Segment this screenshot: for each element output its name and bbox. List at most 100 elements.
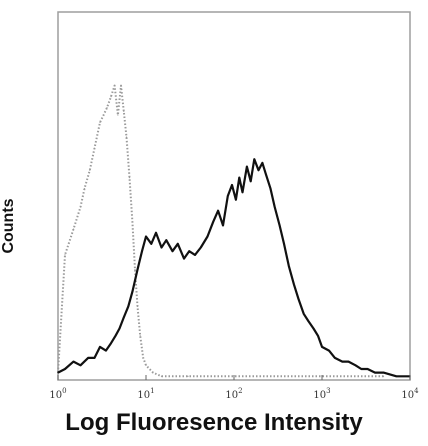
series-1-point <box>142 357 144 359</box>
series-1-point <box>117 114 119 116</box>
series-1-point <box>79 206 82 208</box>
series-2-point <box>131 291 133 293</box>
x-tick-label: 101 <box>137 387 154 401</box>
series-1-point <box>106 107 108 109</box>
series-2-point <box>307 320 309 322</box>
series-2-point <box>354 364 357 366</box>
series-1-point <box>103 114 105 116</box>
series-2-point <box>212 221 214 223</box>
series-2-point <box>123 316 125 318</box>
series-1-point <box>110 96 112 98</box>
series-2-point <box>171 250 174 252</box>
series-2-point <box>265 173 267 175</box>
series-2-point <box>217 210 219 212</box>
series-2-point <box>283 243 285 245</box>
series-2-point <box>194 254 196 256</box>
series-2-point <box>177 243 179 245</box>
series-2-point <box>328 350 330 352</box>
series-2-point <box>297 298 300 300</box>
series-1-point <box>171 375 174 377</box>
series-2-point <box>261 162 263 164</box>
series-2-point <box>165 239 167 241</box>
series-2-point <box>241 191 244 193</box>
series-1-point <box>136 305 139 307</box>
series-1-point <box>134 269 136 271</box>
series-2-point <box>93 357 96 359</box>
series-1-point <box>131 221 133 223</box>
series-1-point <box>139 335 141 337</box>
series-2-point <box>150 243 152 245</box>
series-2-point <box>303 313 305 315</box>
series-2-point <box>246 166 248 168</box>
series-2-point <box>360 368 362 370</box>
series-1-point <box>259 375 262 377</box>
series-2-point <box>227 195 229 197</box>
series-1-point <box>187 375 189 377</box>
series-2-point <box>312 327 315 330</box>
series-2-point <box>145 235 147 238</box>
series-2-point <box>231 184 233 186</box>
series-2-point <box>136 269 139 271</box>
series-2-point <box>238 177 240 179</box>
series-2-point <box>188 250 190 252</box>
series-1-point <box>89 169 91 171</box>
series-1-point <box>114 85 116 87</box>
series-2-point <box>118 327 121 330</box>
x-tick-label: 104 <box>401 387 419 401</box>
series-1-point <box>125 136 128 138</box>
series-2-point <box>114 335 117 337</box>
series-2-point <box>105 350 107 352</box>
series-1-point <box>72 228 75 230</box>
series-2-point <box>382 372 385 374</box>
series-2-point <box>395 375 397 377</box>
series-2-point <box>160 246 163 249</box>
x-axis-ticks: 100 101 102 103 104 <box>49 375 419 401</box>
series-2-point <box>183 258 185 260</box>
series-1-point <box>64 254 66 256</box>
series-2-point <box>269 188 272 190</box>
series-2-point <box>57 372 59 374</box>
series-2-point <box>374 372 376 374</box>
series-2-point <box>110 342 112 344</box>
series-2-point <box>64 368 66 370</box>
series-2-point <box>367 368 369 370</box>
series-2-point <box>253 158 255 160</box>
y-axis-label: Counts <box>0 198 17 254</box>
series-2-point <box>257 169 260 171</box>
series-2-point <box>200 246 202 249</box>
series-2-point <box>206 235 209 238</box>
series-layer <box>57 84 411 378</box>
series-2-point <box>235 199 237 201</box>
series-2-point <box>341 361 343 363</box>
series-2-point <box>222 224 224 226</box>
series-2-point <box>250 180 252 182</box>
series-1-point <box>145 364 147 366</box>
series-2-point <box>87 357 89 359</box>
series-2-point <box>293 283 295 285</box>
series-2-point <box>79 364 82 366</box>
series-2-point <box>141 250 143 252</box>
series-2-point <box>155 232 157 234</box>
series-2-point <box>127 305 129 307</box>
series-2-point <box>317 335 319 337</box>
series-2-point <box>321 346 323 348</box>
series-1-point <box>83 188 86 190</box>
series-1-point <box>160 375 163 377</box>
series-1-point <box>93 147 96 149</box>
x-tick-label: 100 <box>49 387 66 401</box>
series-1-point <box>382 375 385 377</box>
series-1-point <box>120 85 122 87</box>
series-1-point <box>99 121 101 123</box>
series-1-point <box>128 177 131 179</box>
series-2-point <box>334 357 336 359</box>
series-2-point <box>347 361 350 363</box>
series-1-point <box>123 110 125 112</box>
series-1-point <box>152 372 154 374</box>
series-2-point <box>72 361 75 363</box>
series-1-point <box>213 375 216 377</box>
series-2-point <box>288 265 290 267</box>
series-2-point <box>279 224 281 226</box>
x-tick-label: 102 <box>225 387 242 401</box>
series-2-point <box>99 346 101 348</box>
